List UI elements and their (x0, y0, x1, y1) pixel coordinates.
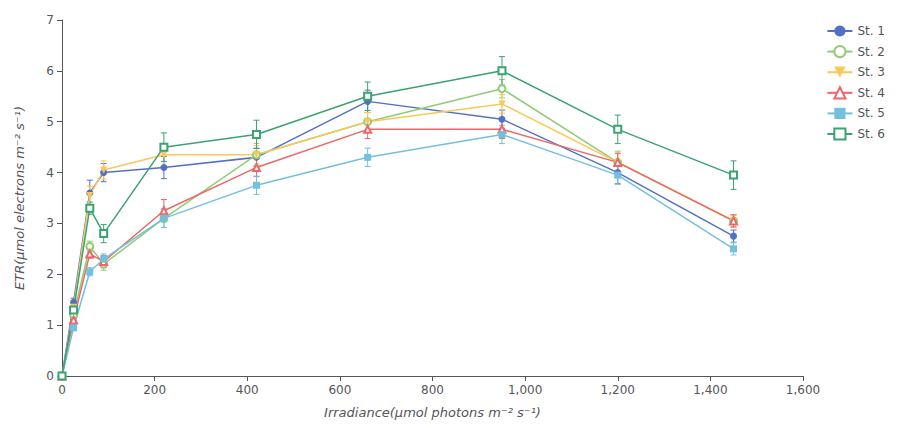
svg-text:St. 4: St. 4 (857, 86, 885, 100)
svg-text:0: 0 (58, 383, 66, 397)
svg-text:1,600: 1,600 (786, 383, 820, 397)
svg-text:St. 5: St. 5 (857, 106, 885, 120)
svg-text:St. 1: St. 1 (857, 24, 885, 38)
svg-text:200: 200 (143, 383, 166, 397)
svg-text:ETR(μmol electrons m⁻² s⁻¹): ETR(μmol electrons m⁻² s⁻¹) (12, 106, 27, 290)
svg-text:600: 600 (328, 383, 351, 397)
svg-text:0: 0 (46, 369, 54, 383)
svg-text:5: 5 (46, 115, 54, 129)
svg-text:St. 3: St. 3 (857, 65, 885, 79)
svg-text:1,000: 1,000 (508, 383, 542, 397)
svg-text:2: 2 (46, 267, 54, 281)
svg-text:St. 2: St. 2 (857, 45, 885, 59)
svg-text:400: 400 (236, 383, 259, 397)
svg-text:7: 7 (46, 13, 54, 27)
svg-text:6: 6 (46, 64, 54, 78)
svg-text:1,400: 1,400 (693, 383, 727, 397)
svg-text:1: 1 (46, 318, 54, 332)
svg-text:1,200: 1,200 (601, 383, 635, 397)
svg-text:3: 3 (46, 216, 54, 230)
svg-text:800: 800 (421, 383, 444, 397)
svg-text:Irradiance(μmol photons m⁻² s⁻: Irradiance(μmol photons m⁻² s⁻¹) (324, 405, 541, 420)
svg-text:St. 6: St. 6 (857, 127, 885, 141)
svg-text:4: 4 (46, 166, 54, 180)
